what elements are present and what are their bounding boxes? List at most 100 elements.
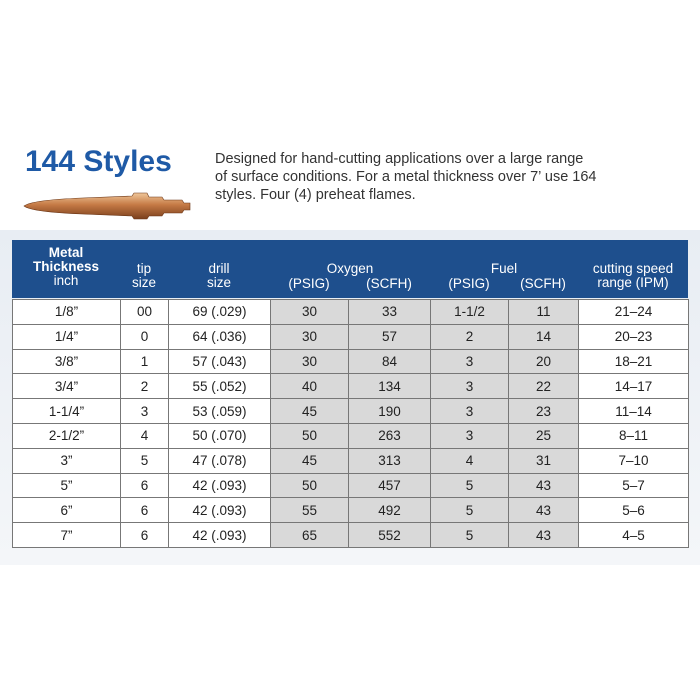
cutting-tip-image xyxy=(23,192,191,220)
description-line: styles. Four (4) preheat flames. xyxy=(215,187,416,203)
table-cell: 552 xyxy=(348,522,431,548)
table-cell: 20–23 xyxy=(578,323,689,350)
table-cell: 43 xyxy=(508,472,579,499)
description-line: of surface conditions. For a metal thick… xyxy=(215,169,597,185)
table-cell: 14 xyxy=(508,323,579,350)
table-cell: 5 xyxy=(430,472,509,499)
table-cell: 3/8” xyxy=(12,348,121,375)
header-thickness: Metal Thickness inch xyxy=(12,246,120,288)
table-cell: 6 xyxy=(120,522,169,548)
table-cell: 5 xyxy=(120,447,169,474)
header-oxygen: Oxygen xyxy=(326,261,374,276)
table-cell: 2 xyxy=(430,323,509,350)
table-cell: 3 xyxy=(430,423,509,449)
header-text: Metal xyxy=(48,245,84,260)
table-cell: 3 xyxy=(430,398,509,424)
header-scfh: (SCFH) xyxy=(366,276,412,291)
table-cell: 1-1/2 xyxy=(430,299,509,325)
table-cell: 64 (.036) xyxy=(168,323,271,350)
table-cell: 22 xyxy=(508,373,579,400)
table-cell: 457 xyxy=(348,472,431,499)
table-cell: 18–21 xyxy=(578,348,689,375)
table-cell: 4 xyxy=(430,447,509,474)
title: 144 Styles xyxy=(25,145,172,178)
table-cell: 43 xyxy=(508,522,579,548)
header-speed: cutting speed range (IPM) xyxy=(578,262,688,290)
table-cell: 23 xyxy=(508,398,579,424)
header-tip: tip size xyxy=(120,262,168,290)
table-cell: 50 xyxy=(270,423,349,449)
table-cell: 53 (.059) xyxy=(168,398,271,424)
table-cell: 42 (.093) xyxy=(168,522,271,548)
table-header: Metal Thickness inch tip size drill size Oxy… xyxy=(12,240,688,298)
table-cell: 134 xyxy=(348,373,431,400)
table-cell: 3 xyxy=(430,373,509,400)
table-cell: 40 xyxy=(270,373,349,400)
header-fuel: Fuel xyxy=(490,261,518,276)
table-cell: 00 xyxy=(120,299,169,325)
header-text: size xyxy=(206,275,231,290)
table-cell: 263 xyxy=(348,423,431,449)
description-line: Designed for hand-cutting applications o… xyxy=(215,151,584,167)
table-cell: 5 xyxy=(430,522,509,548)
table-cell: 3/4” xyxy=(12,373,121,400)
table-cell: 42 (.093) xyxy=(168,497,271,524)
table-cell: 45 xyxy=(270,398,349,424)
table-cell: 3 xyxy=(120,398,169,424)
table-cell: 4–5 xyxy=(578,522,689,548)
table-cell: 42 (.093) xyxy=(168,472,271,499)
table-cell: 57 (.043) xyxy=(168,348,271,375)
table-cell: 190 xyxy=(348,398,431,424)
table-cell: 6” xyxy=(12,497,121,524)
table-cell: 1-1/4” xyxy=(12,398,121,424)
table-cell: 5–7 xyxy=(578,472,689,499)
table-cell: 5 xyxy=(430,497,509,524)
header-text: Thickness xyxy=(32,259,100,274)
table-cell: 5–6 xyxy=(578,497,689,524)
table-cell: 0 xyxy=(120,323,169,350)
header-text: range (IPM) xyxy=(597,275,669,290)
header-text: tip xyxy=(136,261,152,276)
table-cell: 20 xyxy=(508,348,579,375)
header-psig: (PSIG) xyxy=(288,276,330,291)
table-cell: 47 (.078) xyxy=(168,447,271,474)
table-cell: 31 xyxy=(508,447,579,474)
table-cell: 30 xyxy=(270,348,349,375)
table-cell: 8–11 xyxy=(578,423,689,449)
table-cell: 6 xyxy=(120,472,169,499)
table-cell: 3” xyxy=(12,447,121,474)
header-text: drill xyxy=(208,261,230,276)
table-cell: 11–14 xyxy=(578,398,689,424)
table-cell: 7–10 xyxy=(578,447,689,474)
table-cell: 5” xyxy=(12,472,121,499)
table-cell: 2 xyxy=(120,373,169,400)
table-cell: 4 xyxy=(120,423,169,449)
table-cell: 25 xyxy=(508,423,579,449)
table-cell: 21–24 xyxy=(578,299,689,325)
table-cell: 6 xyxy=(120,497,169,524)
header-fuel-psig: (PSIG) xyxy=(448,276,490,291)
description: Designed for hand-cutting applications o… xyxy=(215,150,597,204)
header-drill: drill size xyxy=(168,262,270,290)
table-cell: 50 (.070) xyxy=(168,423,271,449)
table-cell: 2-1/2” xyxy=(12,423,121,449)
header-fuel-scfh: (SCFH) xyxy=(520,276,566,291)
table-cell: 1/8” xyxy=(12,299,121,325)
table-cell: 65 xyxy=(270,522,349,548)
table-cell: 33 xyxy=(348,299,431,325)
table-cell: 57 xyxy=(348,323,431,350)
table-cell: 313 xyxy=(348,447,431,474)
header-text: cutting speed xyxy=(592,261,674,276)
table-cell: 50 xyxy=(270,472,349,499)
table-cell: 43 xyxy=(508,497,579,524)
table-cell: 84 xyxy=(348,348,431,375)
table-cell: 14–17 xyxy=(578,373,689,400)
table-cell: 1/4” xyxy=(12,323,121,350)
table-cell: 11 xyxy=(508,299,579,325)
table-cell: 55 (.052) xyxy=(168,373,271,400)
table-cell: 30 xyxy=(270,299,349,325)
table-cell: 55 xyxy=(270,497,349,524)
table-cell: 1 xyxy=(120,348,169,375)
table-cell: 69 (.029) xyxy=(168,299,271,325)
